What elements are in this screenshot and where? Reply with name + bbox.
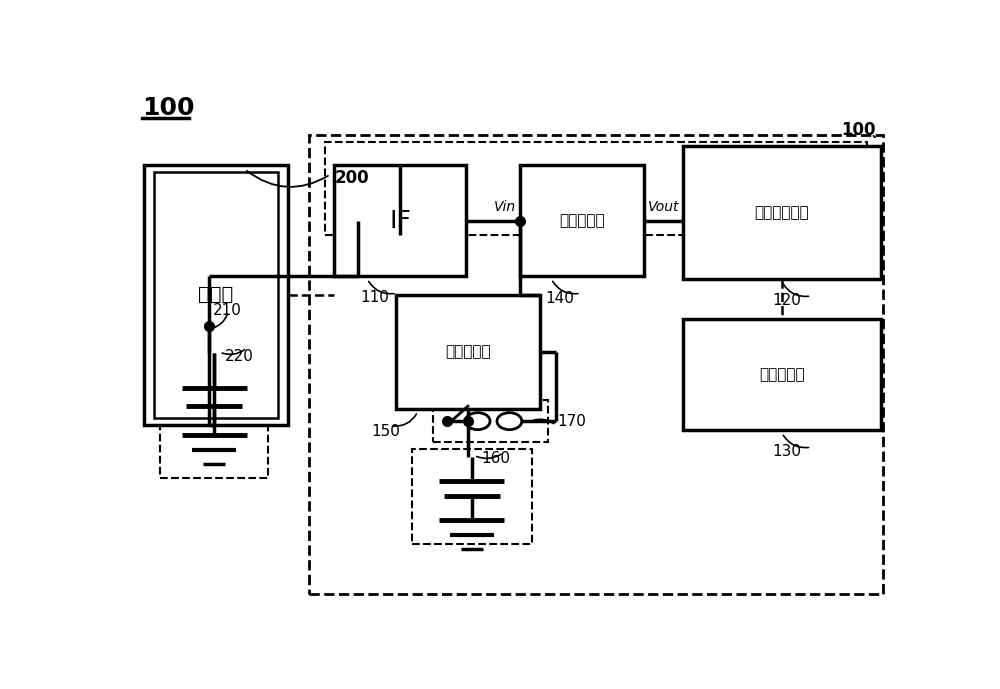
Text: IF: IF (389, 209, 411, 233)
Bar (433, 400, 548, 442)
Text: 闪速存储器: 闪速存储器 (759, 367, 805, 382)
Bar (144, 165, 288, 425)
Text: 200: 200 (334, 169, 369, 187)
Bar (412, 449, 532, 544)
Bar (334, 165, 466, 276)
Text: 210: 210 (213, 302, 242, 318)
Circle shape (497, 413, 522, 430)
Text: 存储器控制器: 存储器控制器 (754, 205, 809, 220)
Bar (309, 134, 883, 594)
Text: 150: 150 (371, 424, 400, 439)
Bar (160, 342, 268, 478)
Text: 160: 160 (481, 451, 510, 466)
Text: 控制部: 控制部 (198, 285, 234, 305)
Text: 100: 100 (142, 96, 195, 120)
Text: 100: 100 (841, 121, 875, 139)
Text: 140: 140 (545, 291, 574, 306)
Bar (154, 172, 278, 418)
Circle shape (465, 413, 490, 430)
Bar (683, 146, 881, 279)
Text: 110: 110 (361, 290, 389, 305)
Bar (520, 165, 644, 276)
Text: 220: 220 (225, 349, 254, 364)
Text: 升压变换器: 升压变换器 (445, 344, 491, 360)
Text: 170: 170 (557, 413, 586, 429)
Bar (683, 319, 881, 430)
Bar (396, 295, 540, 409)
Text: 120: 120 (772, 293, 801, 308)
Text: Vin: Vin (494, 200, 516, 214)
Text: 130: 130 (772, 444, 801, 459)
Text: 降压变换器: 降压变换器 (559, 213, 605, 228)
Text: Vout: Vout (648, 200, 680, 214)
Bar (325, 142, 867, 235)
